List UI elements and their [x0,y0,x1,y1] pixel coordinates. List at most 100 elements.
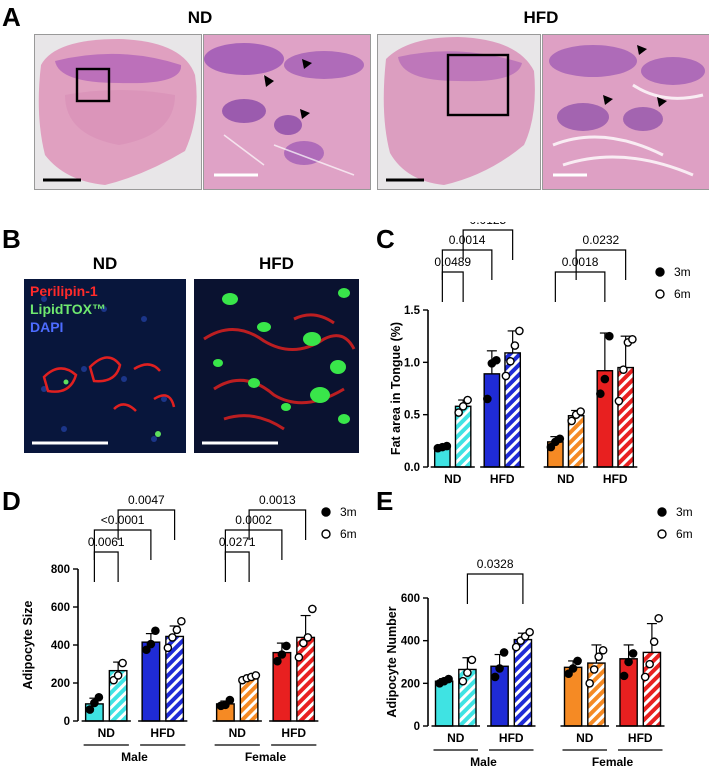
data-point [619,365,628,374]
legend-marker [655,289,665,299]
bar [483,373,501,468]
panel-a-label: A [2,2,21,32]
pvalue-label: 0.0014 [449,233,486,247]
data-point [282,641,291,651]
data-point [463,668,472,677]
panel-b-label: B [2,224,21,254]
hfd-tongue-zoom-image [542,34,709,190]
bar [296,636,316,722]
x-group-label: HFD [628,731,653,745]
data-point [614,396,624,406]
legend-marker [657,529,667,539]
x-group-label: HFD [490,472,515,486]
legend-label: 3m [676,505,693,519]
data-point [177,616,186,626]
x-group-label: HFD [150,726,175,740]
pvalue-bracket [93,529,152,560]
data-point [649,637,659,647]
data-point [596,389,605,399]
panel-d-label: D [2,486,21,516]
data-point [501,371,511,381]
pvalue-bracket [441,271,464,302]
data-point [525,627,534,637]
pvalue-bracket [441,249,493,280]
data-point [619,671,629,681]
data-point [85,705,95,714]
pvalue-bracket [248,509,307,540]
x-group-label: ND [229,726,247,740]
bar [617,366,635,468]
hfd-tongue-overview-image [377,34,541,190]
data-point [605,331,614,341]
pvalue-bracket [117,509,176,540]
data-point [515,326,524,336]
pvalue-label: 0.0271 [219,535,256,549]
x-group-label: HFD [603,472,628,486]
legend-marker [321,529,331,539]
x-group-label: ND [447,731,465,745]
nd-tongue-zoom-image [203,34,371,190]
pvalue-label: 0.0489 [434,255,471,269]
data-point [624,657,633,667]
x-group-label: ND [444,472,462,486]
data-point [467,655,477,665]
data-point [598,645,608,655]
pvalue-bracket [224,529,283,560]
data-point [573,656,582,666]
data-point [568,664,578,673]
data-point [273,656,282,666]
data-point [225,695,235,705]
data-point [294,653,304,662]
pvalue-bracket [554,271,606,302]
bar [619,658,638,727]
data-point [546,442,556,452]
bar [141,641,161,722]
data-point [463,395,472,405]
data-point [567,416,576,426]
x-group-label: HFD [499,731,524,745]
data-point [142,645,151,655]
data-point [458,401,468,411]
data-point [585,679,594,688]
legend-dapi: DAPI [30,319,64,335]
y-tick-label: 800 [51,564,70,576]
nd-tongue-overview-image [34,34,202,190]
pvalue-label: 0.0002 [235,513,272,527]
sex-label: Male [470,755,497,769]
data-point [492,355,501,365]
panel-e-label: E [376,486,394,516]
data-point [299,638,308,648]
pvalue-label: 0.0047 [128,494,165,507]
y-axis-label: Adipocyte Size [21,601,35,690]
pvalue-label: 0.0328 [477,557,514,571]
data-point [163,643,173,653]
panel-b-hfd-title: HFD [259,254,294,273]
sex-label: Female [592,755,634,769]
y-tick-label: 1.5 [404,305,421,317]
data-point [628,335,637,344]
sex-label: Female [245,750,287,764]
data-point [90,698,99,708]
data-point [168,633,177,642]
y-tick-label: 400 [51,640,70,652]
y-tick-label: 600 [401,593,420,605]
x-group-label: ND [557,472,575,486]
pvalue-label: 0.0018 [562,255,599,269]
pvalue-label: 0.0013 [259,494,296,507]
legend-perilipin: Perilipin-1 [30,283,98,299]
data-point [251,671,261,680]
data-point [576,407,585,416]
panel-c-label: C [376,224,395,254]
data-point [94,692,104,702]
pvalue-bracket [466,573,524,604]
bar [513,638,533,727]
data-point [640,672,650,682]
pvalue-bracket [462,229,514,260]
legend-lipidtox: LipidTOX™ [30,301,106,317]
data-point [303,633,313,642]
bar [504,352,522,468]
data-point [506,356,515,366]
pvalue-bracket [224,551,250,582]
y-tick-label: 0 [64,716,70,728]
y-axis-label: Fat area in Tongue (%) [389,322,403,455]
